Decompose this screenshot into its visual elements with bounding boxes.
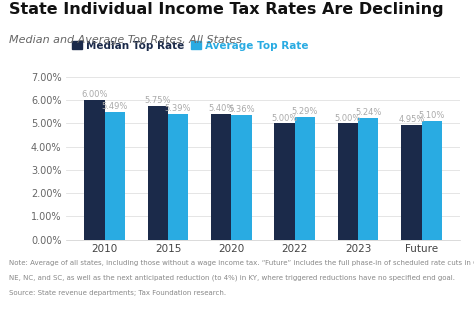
Text: 5.36%: 5.36% <box>228 105 255 114</box>
Bar <box>84 100 105 240</box>
Text: 5.00%: 5.00% <box>335 114 361 123</box>
Bar <box>421 121 442 240</box>
Bar <box>105 112 125 240</box>
Text: 6.00%: 6.00% <box>81 90 108 99</box>
Text: 5.39%: 5.39% <box>165 105 191 114</box>
Text: TAX FOUNDATION: TAX FOUNDATION <box>9 319 100 327</box>
Bar <box>148 106 168 240</box>
Bar <box>211 114 231 240</box>
Bar <box>358 118 378 240</box>
Bar <box>274 124 295 240</box>
Text: Source: State revenue departments; Tax Foundation research.: Source: State revenue departments; Tax F… <box>9 290 227 296</box>
Text: 5.10%: 5.10% <box>419 111 445 120</box>
Text: 5.00%: 5.00% <box>272 114 298 123</box>
Legend: Median Top Rate, Average Top Rate: Median Top Rate, Average Top Rate <box>68 37 313 55</box>
Text: 4.95%: 4.95% <box>398 115 425 124</box>
Bar <box>338 124 358 240</box>
Text: 5.75%: 5.75% <box>145 96 171 105</box>
Text: State Individual Income Tax Rates Are Declining: State Individual Income Tax Rates Are De… <box>9 2 444 17</box>
Bar <box>231 115 252 240</box>
Text: 5.40%: 5.40% <box>208 104 235 113</box>
Bar <box>168 115 188 240</box>
Text: 5.49%: 5.49% <box>101 102 128 111</box>
Text: Median and Average Top Rates, All States: Median and Average Top Rates, All States <box>9 35 242 45</box>
Text: NE, NC, and SC, as well as the next anticipated reduction (to 4%) in KY, where t: NE, NC, and SC, as well as the next anti… <box>9 275 456 281</box>
Text: Note: Average of all states, including those without a wage income tax. “Future”: Note: Average of all states, including t… <box>9 260 474 266</box>
Text: 5.24%: 5.24% <box>355 108 382 117</box>
Text: 5.29%: 5.29% <box>292 107 318 116</box>
Bar <box>295 117 315 240</box>
Text: @TaxFoundation: @TaxFoundation <box>390 319 465 327</box>
Bar <box>401 125 421 240</box>
